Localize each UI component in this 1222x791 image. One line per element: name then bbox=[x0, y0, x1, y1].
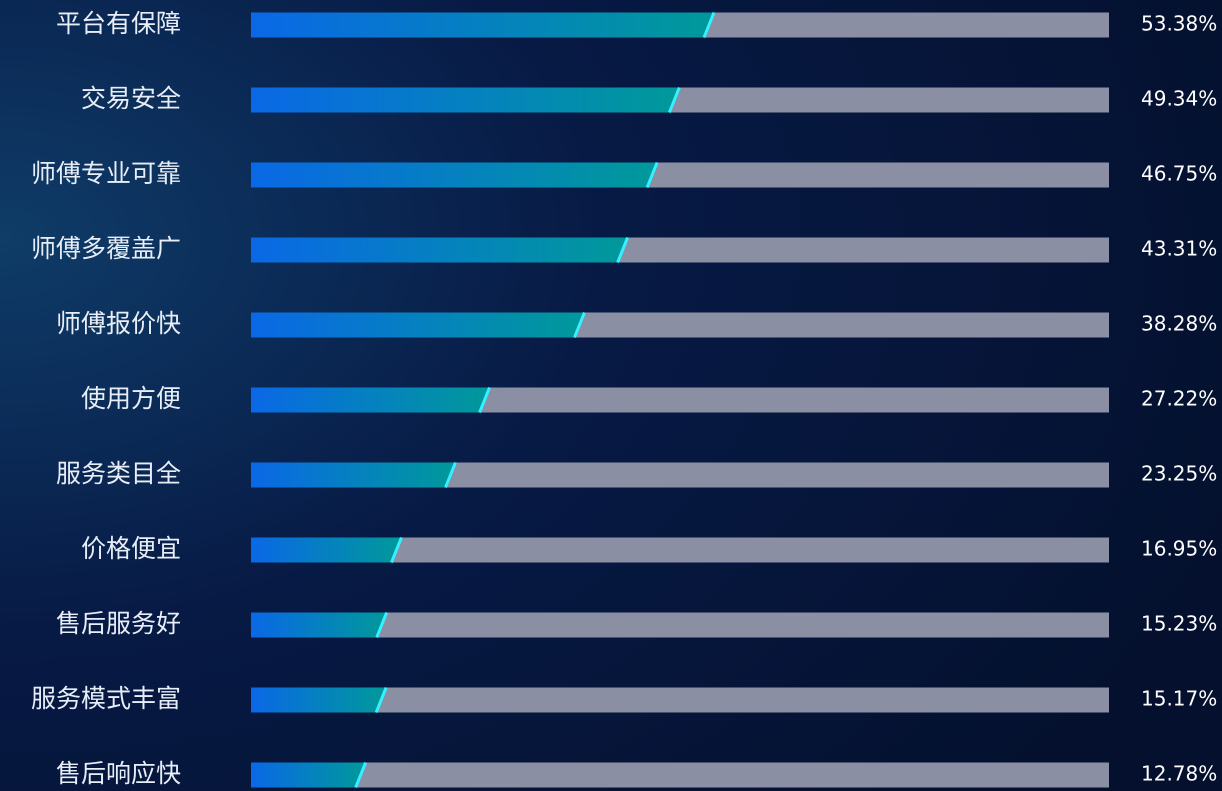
value-label: 49.34% bbox=[1141, 87, 1217, 111]
value-label: 46.75% bbox=[1141, 162, 1217, 186]
bar bbox=[251, 462, 456, 488]
bar bbox=[251, 87, 680, 113]
bar-edge bbox=[645, 161, 659, 189]
bar bbox=[251, 162, 658, 188]
bar bbox=[251, 312, 585, 338]
category-label: 师傅多覆盖广 bbox=[31, 234, 181, 263]
value-label: 23.25% bbox=[1141, 462, 1217, 486]
bar bbox=[251, 612, 387, 638]
value-label: 53.38% bbox=[1141, 12, 1217, 36]
bar-edge bbox=[375, 611, 389, 639]
value-label: 15.17% bbox=[1141, 687, 1217, 711]
bar bbox=[251, 762, 366, 788]
category-label: 服务模式丰富 bbox=[31, 684, 181, 713]
value-label: 27.22% bbox=[1141, 387, 1217, 411]
bar bbox=[251, 12, 715, 38]
bar-edge bbox=[478, 386, 491, 414]
value-label: 15.23% bbox=[1141, 612, 1217, 636]
bar-track bbox=[251, 612, 1109, 638]
bar bbox=[251, 237, 628, 263]
value-label: 16.95% bbox=[1141, 537, 1217, 561]
bar-edge bbox=[702, 11, 716, 39]
category-label: 师傅报价快 bbox=[56, 309, 181, 338]
value-label: 12.78% bbox=[1141, 762, 1217, 786]
bar-edge bbox=[374, 686, 388, 714]
category-label: 交易安全 bbox=[81, 84, 181, 113]
bar bbox=[251, 687, 387, 713]
bar bbox=[251, 537, 402, 563]
bar-edge bbox=[573, 311, 586, 339]
category-label: 师傅专业可靠 bbox=[31, 159, 181, 188]
bar-edge bbox=[354, 761, 368, 789]
category-label: 价格便宜 bbox=[81, 534, 181, 563]
category-label: 售后服务好 bbox=[56, 609, 181, 638]
bar-track bbox=[251, 687, 1109, 713]
bar-track bbox=[251, 762, 1109, 788]
category-label: 售后响应快 bbox=[56, 759, 181, 788]
bar bbox=[251, 387, 490, 413]
category-label: 使用方便 bbox=[81, 384, 181, 413]
value-label: 43.31% bbox=[1141, 237, 1217, 261]
category-label: 平台有保障 bbox=[56, 9, 181, 38]
bar-edge bbox=[444, 461, 457, 489]
bar-edge bbox=[390, 536, 403, 564]
bar-edge bbox=[667, 86, 681, 114]
category-label: 服务类目全 bbox=[56, 459, 181, 488]
bar-edge bbox=[616, 236, 629, 264]
value-label: 38.28% bbox=[1141, 312, 1217, 336]
